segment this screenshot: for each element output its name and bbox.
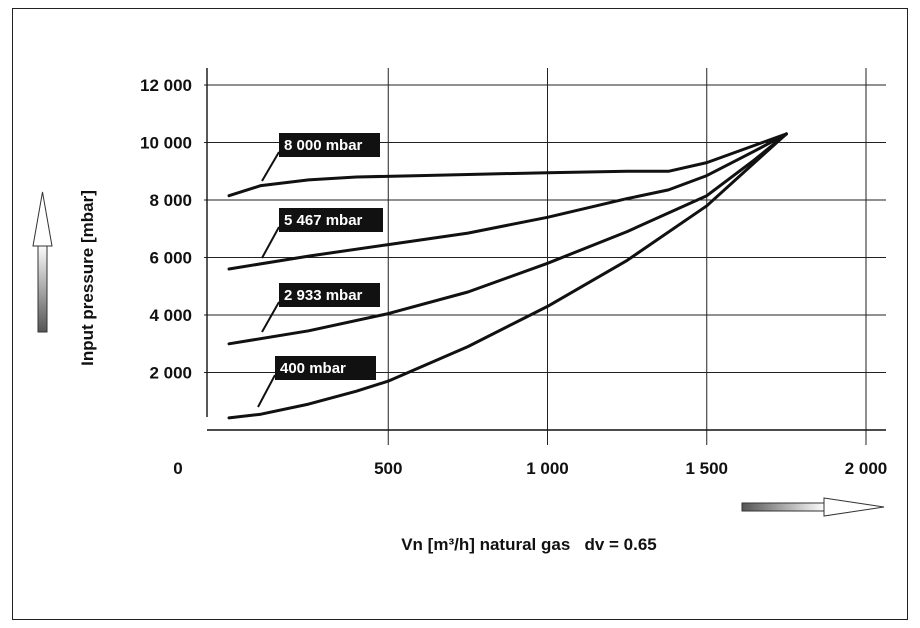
series-tag-box xyxy=(279,133,380,157)
series-tag-label: 400 mbar xyxy=(280,360,346,377)
y-tick-label: 10 000 xyxy=(140,134,192,153)
axes xyxy=(206,68,886,431)
tag-leader-line xyxy=(261,151,280,182)
series-tag-label: 5 467 mbar xyxy=(284,212,363,229)
x-tick-label: 0 xyxy=(173,459,182,478)
chart-frame xyxy=(12,8,908,620)
series-tag-box xyxy=(279,208,383,232)
series-line xyxy=(227,132,788,420)
series-tags: 8 000 mbar 5 467 mbar 2 933 mbar 400 mbar xyxy=(257,133,383,408)
y-tick-label: 2 000 xyxy=(149,364,192,383)
tag-leader-line xyxy=(257,374,276,408)
series-tag-label: 2 933 mbar xyxy=(284,287,363,304)
x-tick-label: 500 xyxy=(374,459,402,478)
y-tick-label: 12 000 xyxy=(140,76,192,95)
series-line xyxy=(227,132,788,198)
tag-leader-line xyxy=(261,301,280,333)
y-axis-label: Input pressure [mbar] xyxy=(78,190,97,366)
right-arrow-icon xyxy=(741,497,885,517)
x-tick-label: 1 000 xyxy=(526,459,569,478)
series-tag-box xyxy=(275,356,376,380)
series-lines xyxy=(227,132,788,420)
x-tick-label: 1 500 xyxy=(685,459,728,478)
y-tick-label: 4 000 xyxy=(149,306,192,325)
y-tick-label: 6 000 xyxy=(149,249,192,268)
series-line xyxy=(227,132,788,346)
x-axis-label: Vn [m³/h] natural gas dv = 0.65 xyxy=(401,535,657,554)
x-tick-label: 2 000 xyxy=(845,459,888,478)
y-tick-labels: 2 000 4 000 6 000 8 000 10 000 12 000 xyxy=(140,76,192,383)
x-tick-labels: 0 500 1 000 1 500 2 000 xyxy=(173,459,887,478)
y-tick-label: 8 000 xyxy=(149,191,192,210)
tag-leader-line xyxy=(261,226,280,259)
series-tag-box xyxy=(279,283,380,307)
up-arrow-icon xyxy=(32,191,53,333)
series-tag-label: 8 000 mbar xyxy=(284,137,363,154)
series-line xyxy=(227,132,788,271)
